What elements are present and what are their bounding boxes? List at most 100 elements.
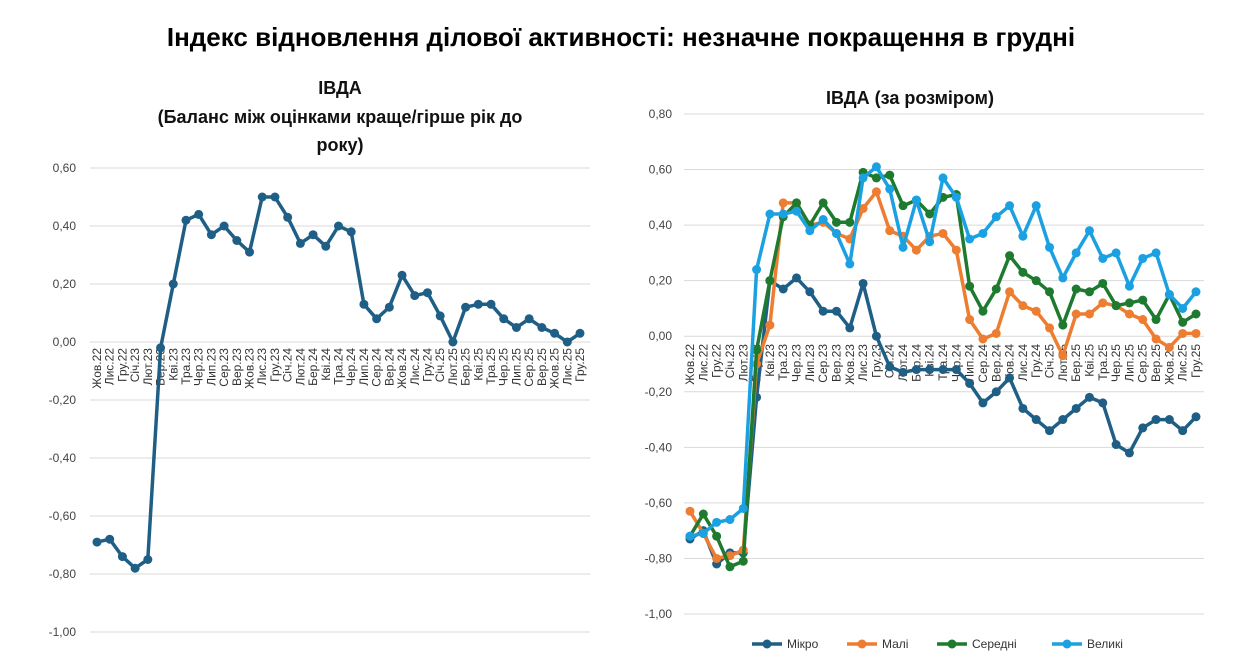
data-point — [951, 245, 961, 255]
data-point — [778, 209, 788, 219]
data-point — [105, 534, 115, 544]
x-tick-label: Сер.23 — [816, 344, 830, 383]
data-point — [712, 517, 722, 527]
data-point — [397, 270, 407, 280]
data-point — [308, 230, 318, 240]
data-point — [1071, 284, 1081, 294]
data-point — [792, 198, 802, 208]
data-point — [1018, 231, 1028, 241]
y-tick-label: -0,60 — [49, 509, 77, 523]
data-point — [885, 170, 895, 180]
data-point — [698, 528, 708, 538]
x-tick-label: Січ.23 — [128, 348, 142, 383]
data-point — [1164, 342, 1174, 352]
legend-label: Середні — [972, 637, 1017, 651]
x-tick-label: Лип.25 — [1122, 344, 1136, 382]
data-point — [1058, 351, 1068, 361]
data-point — [511, 323, 521, 332]
data-point — [1018, 267, 1028, 277]
data-point — [1045, 242, 1055, 252]
data-point — [1084, 309, 1094, 319]
x-tick-label: Вер.23 — [829, 344, 843, 382]
x-tick-label: Жов.24 — [395, 348, 409, 389]
data-point — [270, 192, 280, 202]
data-point — [562, 337, 572, 347]
data-point — [257, 192, 267, 202]
data-point — [845, 259, 855, 269]
data-point — [1098, 253, 1108, 263]
data-point — [181, 215, 191, 225]
data-point — [978, 334, 988, 344]
data-point — [1018, 301, 1028, 311]
data-point — [1031, 201, 1041, 211]
x-tick-label: Січ.25 — [1043, 344, 1057, 379]
x-tick-label: Бер.24 — [909, 344, 923, 382]
x-tick-label: Гру.25 — [573, 348, 587, 382]
x-tick-label: Тра.25 — [484, 348, 498, 385]
data-point — [1045, 323, 1055, 333]
x-tick-label: Лип.24 — [357, 348, 371, 386]
data-point — [991, 328, 1001, 338]
data-point — [1084, 226, 1094, 236]
data-point — [885, 226, 895, 236]
data-point — [871, 162, 881, 172]
x-tick-label: Кві.25 — [471, 348, 485, 381]
data-point — [738, 556, 748, 566]
data-point — [925, 209, 935, 219]
data-point — [871, 187, 881, 197]
data-point — [168, 279, 178, 289]
data-point — [461, 302, 471, 312]
data-point — [92, 537, 102, 547]
data-point — [1058, 273, 1068, 283]
x-tick-label: Бер.25 — [1069, 344, 1083, 382]
data-point — [1151, 315, 1161, 325]
data-point — [295, 238, 305, 248]
y-tick-label: 0,40 — [53, 219, 77, 233]
x-tick-label: Жов.22 — [683, 344, 697, 385]
data-point — [410, 291, 420, 301]
data-point — [219, 221, 229, 231]
data-point — [1178, 426, 1188, 436]
data-point — [1005, 201, 1015, 211]
x-tick-label: Жов.24 — [1003, 344, 1017, 385]
data-point — [1071, 403, 1081, 413]
data-point — [1045, 287, 1055, 297]
data-point — [978, 228, 988, 238]
legend-marker — [762, 639, 772, 649]
y-tick-label: -0,20 — [49, 393, 77, 407]
data-point — [1138, 423, 1148, 433]
main-title: Індекс відновлення ділової активності: н… — [167, 22, 1075, 52]
x-tick-label: Гру.24 — [420, 348, 434, 382]
y-tick-label: -0,80 — [645, 551, 673, 565]
x-tick-label: Кві.23 — [763, 344, 777, 377]
data-point — [831, 306, 841, 316]
data-point — [871, 331, 881, 341]
data-point — [1191, 309, 1201, 319]
x-tick-label: Січ.24 — [281, 348, 295, 383]
data-point — [845, 323, 855, 333]
legend-label: Великі — [1087, 637, 1123, 651]
x-tick-label: Кві.24 — [319, 348, 333, 381]
data-point — [951, 365, 961, 375]
data-point — [283, 212, 293, 222]
data-point — [1045, 426, 1055, 436]
data-point — [194, 209, 204, 219]
data-point — [1005, 373, 1015, 383]
data-point — [156, 343, 166, 353]
data-point — [1071, 309, 1081, 319]
data-point — [1151, 248, 1161, 258]
data-point — [1111, 248, 1121, 258]
data-point — [818, 198, 828, 208]
x-tick-label: Сер.24 — [976, 344, 990, 383]
chart-right: ІВДА (за розміром) 0,80 0,60 0,40 0,20 0,00 -0… — [645, 88, 1204, 651]
data-point — [951, 192, 961, 202]
data-point — [1071, 248, 1081, 258]
x-tick-label: Тра.24 — [936, 344, 950, 381]
y-tick-label: 0,20 — [649, 274, 673, 288]
data-point — [1191, 287, 1201, 297]
x-tick-label: Гру.23 — [268, 348, 282, 382]
x-tick-label: Вер.25 — [535, 348, 549, 386]
data-point — [845, 217, 855, 227]
x-tick-label: Жов.23 — [843, 344, 857, 385]
